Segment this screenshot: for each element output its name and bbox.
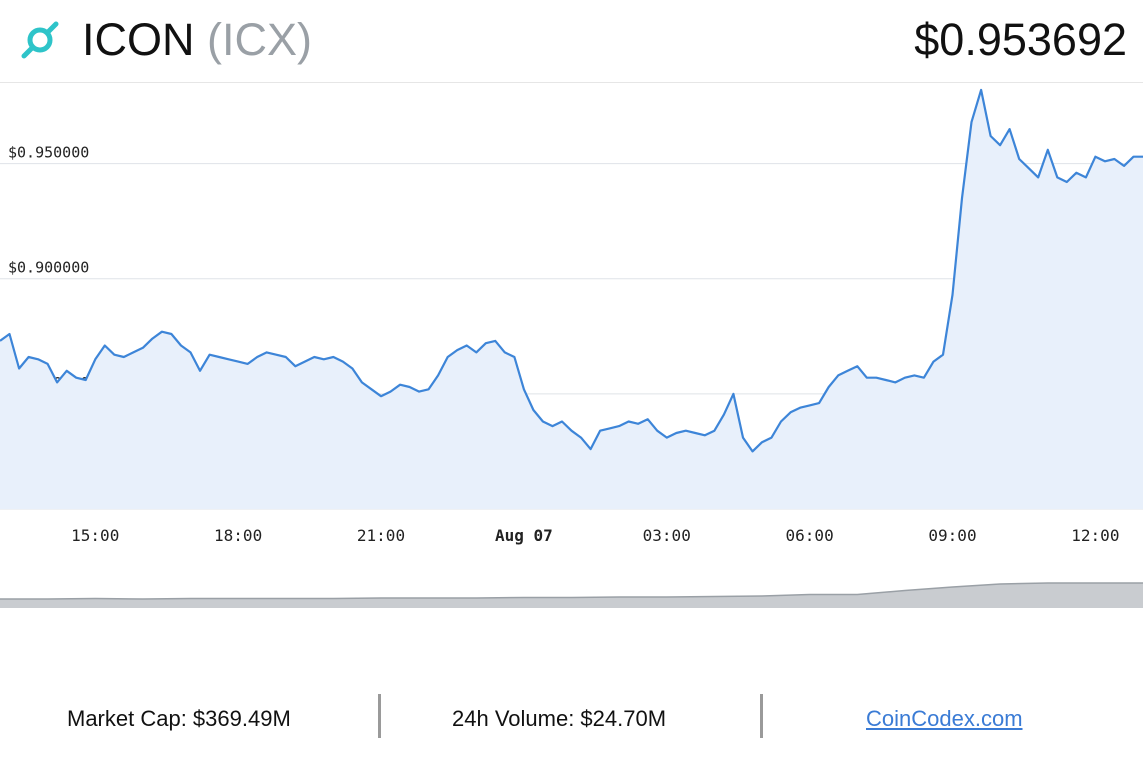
icon-logo-icon: [21, 21, 59, 59]
y-tick-label: $0.950000: [8, 144, 89, 162]
market-cap: Market Cap: $369.49M: [67, 706, 291, 731]
x-tick-label: 15:00: [71, 526, 119, 545]
y-tick-label: $0.900000: [8, 259, 89, 277]
coin-ticker: (ICX): [207, 14, 313, 65]
x-tick-label: Aug 07: [495, 526, 553, 545]
x-tick-label: 18:00: [214, 526, 262, 545]
footer-divider: [378, 694, 381, 738]
x-tick-label: 21:00: [357, 526, 405, 545]
price-chart[interactable]: $0.800000$0.850000$0.900000$0.95000015:0…: [0, 83, 1143, 613]
x-tick-label: 03:00: [643, 526, 691, 545]
x-tick-label: 12:00: [1071, 526, 1119, 545]
x-tick-label: 09:00: [928, 526, 976, 545]
volume-24h: 24h Volume: $24.70M: [452, 706, 667, 731]
coincodex-link[interactable]: CoinCodex.com: [866, 706, 1023, 731]
coin-name: ICON: [82, 14, 195, 65]
price-area: [0, 89, 1143, 510]
coin-title: ICON (ICX): [82, 12, 312, 68]
footer-divider: [760, 694, 763, 738]
footer: Market Cap: $369.49M 24h Volume: $24.70M…: [0, 690, 1143, 746]
header: ICON (ICX) $0.953692: [0, 0, 1143, 83]
x-tick-label: 06:00: [786, 526, 834, 545]
volume-line: [0, 582, 1143, 600]
current-price: $0.953692: [914, 14, 1127, 65]
volume-area: [0, 583, 1143, 608]
price-line: [0, 88, 1143, 453]
